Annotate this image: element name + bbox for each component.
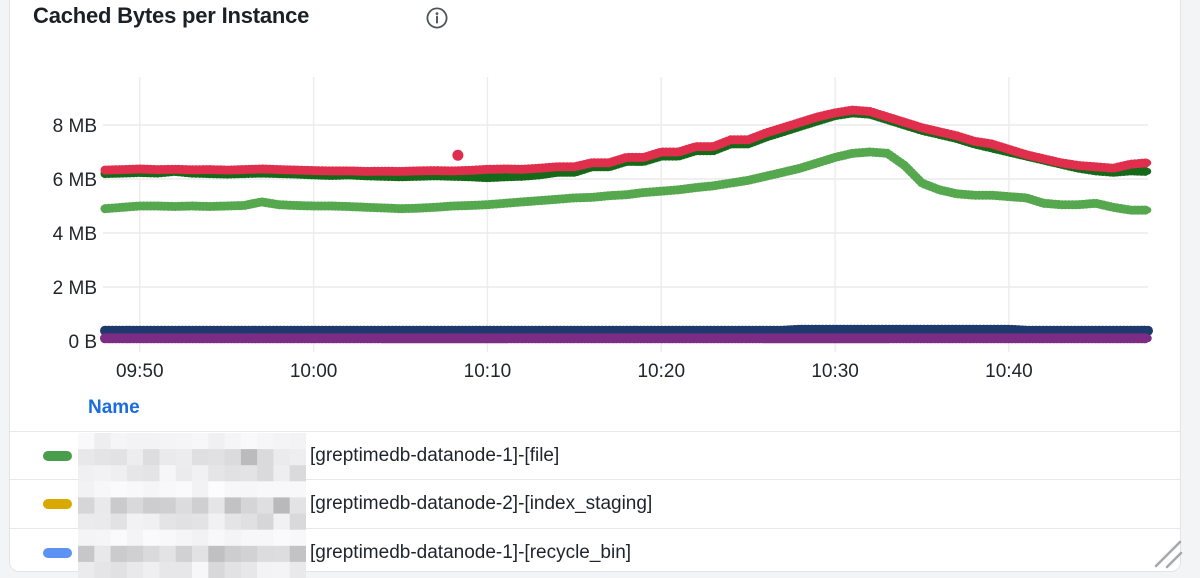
svg-text:8 MB: 8 MB — [53, 116, 97, 137]
svg-text:10:30: 10:30 — [811, 361, 859, 382]
legend-row-label: [greptimedb-datanode-1]-[recycle_bin] — [310, 542, 632, 563]
legend-series-color-pill — [43, 451, 72, 461]
redacted-text-mosaic — [78, 433, 306, 578]
legend-series-color-pill — [43, 499, 72, 509]
svg-text:10:00: 10:00 — [290, 361, 338, 382]
svg-text:6 MB: 6 MB — [53, 170, 97, 191]
legend-row[interactable]: [greptimedb-datanode-2]-[index_staging] — [10, 479, 1180, 527]
chart[interactable]: 8 MB 6 MB 4 MB 2 MB 0 B 09:50 10:00 10:10 10:20 1… — [0, 0, 1200, 395]
legend-row[interactable]: [greptimedb-datanode-1]-[file] — [10, 431, 1180, 479]
legend-header-name[interactable]: Name — [88, 397, 140, 418]
svg-text:10:40: 10:40 — [985, 361, 1033, 382]
legend-row-label: [greptimedb-datanode-2]-[index_staging] — [310, 493, 653, 514]
svg-text:10:20: 10:20 — [637, 361, 685, 382]
svg-text:0 B: 0 B — [68, 332, 97, 353]
svg-text:10:10: 10:10 — [464, 361, 512, 382]
info-circle-icon[interactable] — [425, 6, 449, 30]
legend-row[interactable]: [greptimedb-datanode-1]-[recycle_bin] — [10, 528, 1180, 578]
legend-series-color-pill — [43, 548, 72, 558]
svg-text:4 MB: 4 MB — [53, 224, 97, 245]
legend-row-label: [greptimedb-datanode-1]-[file] — [310, 445, 560, 466]
svg-text:2 MB: 2 MB — [53, 278, 97, 299]
panel-title: Cached Bytes per Instance — [33, 3, 310, 28]
svg-text:09:50: 09:50 — [116, 361, 164, 382]
resize-handle-icon[interactable] — [1150, 536, 1186, 572]
